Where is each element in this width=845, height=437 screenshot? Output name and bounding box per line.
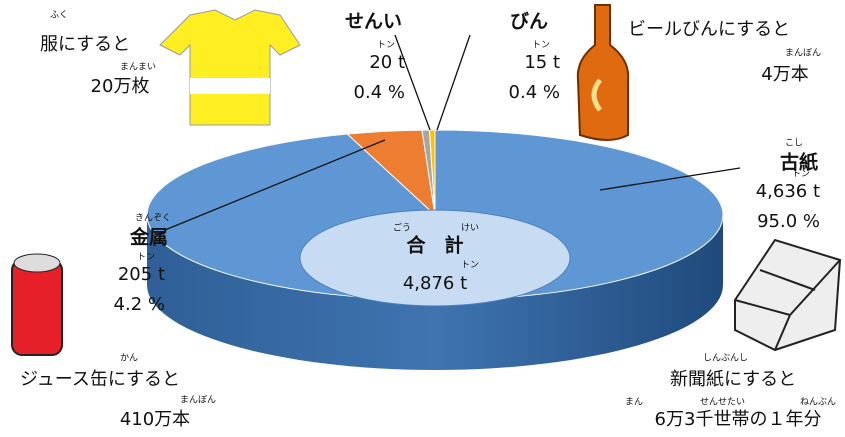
reading: きんぞく [135,213,171,224]
percent-label: 0.4 % [354,82,405,103]
leader-line [394,34,431,131]
category-label: びん [510,11,548,33]
reading: まんぼん [180,395,216,406]
icons [11,4,842,356]
reading: まん [625,397,643,408]
shirt-icon [159,9,301,126]
reading: せんせたい [700,397,745,408]
category-label: 古紙 [780,151,818,174]
reading: まんぼん [785,48,821,59]
newspaper-string [734,259,841,351]
unit-reading: トン [792,170,810,180]
percent-label: 4.2 % [114,294,165,315]
reading: しんぶんし [703,353,748,364]
shirt-stripe [190,78,270,94]
bottle-label [591,78,603,112]
value-label: 205 t [118,264,165,285]
reading: ごう [393,222,411,234]
bottle-icon [576,4,630,141]
pie [146,129,724,370]
note-amount: 410万本 [120,409,190,430]
percent-label: 95.0 % [757,211,820,232]
newspaper-icon [734,238,842,352]
unit-reading: トン [377,41,395,51]
total-ellipse [299,209,571,307]
can-top [13,253,61,273]
total-title: 合 計 [406,234,463,257]
note-amount: 20万枚 [91,76,150,97]
reading: けい [461,223,479,234]
reading: まんまい [120,62,156,73]
note-text: 服にすると [40,34,130,55]
percent-label: 0.4 % [509,82,560,103]
note-text: 新聞紙にすると [670,369,796,390]
leader-line [599,167,741,191]
leader-line [436,34,471,131]
value-label: 15 t [524,52,560,73]
unit-reading: トン [532,41,550,51]
leader-line [164,139,386,231]
value-label: 4,636 t [756,181,820,202]
note-amount: 4万本 [761,64,808,85]
reading: ふく [50,10,68,21]
category-label: 金属 [129,226,168,249]
note-amount: 6万3千世帯の１年分 [655,409,822,430]
unit-reading: トン [137,253,155,263]
reading: かん [120,353,138,364]
note-text: ジュース缶にすると [20,369,180,390]
reading: こし [785,138,803,149]
total-value: 4,876 t [403,273,467,294]
unit-reading: トン [461,261,479,271]
reading: ねんぶん [800,397,836,408]
value-label: 20 t [369,52,405,73]
category-label: せんい [345,11,402,33]
note-text: ビールびんにすると [628,19,790,40]
pie-side [147,215,723,370]
can-icon [11,259,63,356]
